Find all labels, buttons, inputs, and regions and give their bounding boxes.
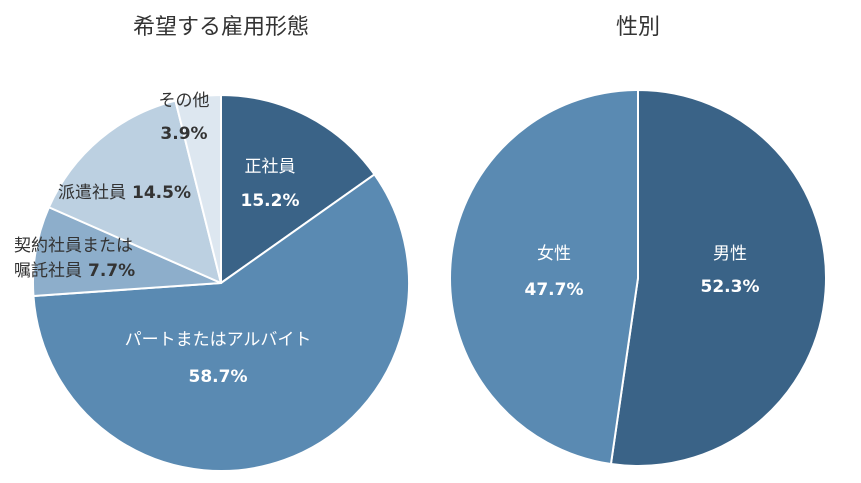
slice-value-contract: 7.7% bbox=[88, 261, 135, 281]
slice-label-part-time: パートまたはアルバイト bbox=[125, 330, 312, 350]
slice-label-contract-line2: 嘱託社員 7.7% bbox=[14, 261, 135, 281]
slice-other bbox=[174, 94, 222, 284]
slice-label-male: 男性 bbox=[713, 244, 747, 264]
employment-pie bbox=[32, 94, 410, 472]
slice-label-female: 女性 bbox=[537, 244, 571, 264]
gender-chart: 性別 男性 52.3% 女性 47.7% bbox=[449, 15, 827, 467]
slice-label-other: その他 bbox=[159, 91, 210, 111]
employment-chart: 希望する雇用形態 正社員 15.2% パートまたはアルバイト 58.7% 契約社… bbox=[14, 15, 410, 472]
contract-name-part: 嘱託社員 bbox=[14, 261, 82, 281]
haken-name-part: 派遣社員 bbox=[58, 183, 126, 203]
slice-value-seishain: 15.2% bbox=[241, 191, 300, 211]
slice-value-female: 47.7% bbox=[525, 280, 584, 300]
gender-pie bbox=[449, 89, 827, 467]
slice-value-male: 52.3% bbox=[701, 277, 760, 297]
slice-haken bbox=[47, 99, 222, 284]
slice-female bbox=[449, 89, 639, 466]
slice-value-other: 3.9% bbox=[160, 124, 207, 144]
slice-label-seishain: 正社員 bbox=[245, 157, 296, 177]
slice-label-contract-line1: 契約社員または bbox=[14, 236, 133, 256]
slice-value-haken: 14.5% bbox=[132, 183, 191, 203]
slice-value-part-time: 58.7% bbox=[189, 367, 248, 387]
gender-chart-title: 性別 bbox=[616, 15, 660, 40]
slice-part-time bbox=[32, 173, 410, 472]
slice-seishain bbox=[220, 94, 376, 284]
slice-male bbox=[609, 89, 827, 467]
employment-chart-title: 希望する雇用形態 bbox=[133, 15, 309, 40]
slice-label-haken: 派遣社員 14.5% bbox=[58, 183, 191, 203]
